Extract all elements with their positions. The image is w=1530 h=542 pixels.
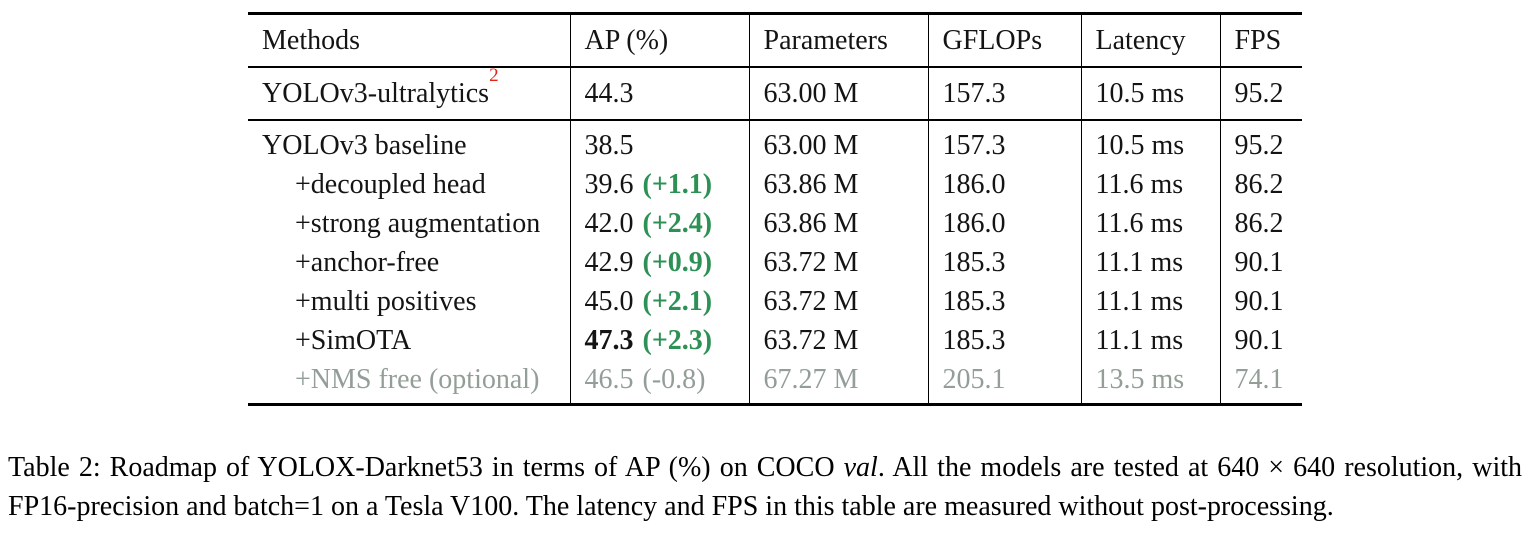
method-label: YOLOv3-ultralytics bbox=[262, 77, 490, 109]
roadmap-table: Methods AP (%) Parameters GFLOPs Latency… bbox=[248, 12, 1302, 406]
fps-cell: 90.1 bbox=[1219, 243, 1302, 282]
ap-value: 46.5 bbox=[584, 363, 634, 395]
ap-delta: (+1.1) bbox=[642, 168, 713, 200]
latency-cell: 11.1 ms bbox=[1080, 321, 1220, 360]
caption-text-1: Table 2: Roadmap of YOLOX-Darknet53 in t… bbox=[8, 452, 844, 483]
col-header-gflops: GFLOPs bbox=[927, 13, 1081, 67]
row-simota: +SimOTA 47.3 (+2.3) 63.72 M 185.3 11.1 ms… bbox=[248, 321, 1302, 360]
col-header-latency: Latency bbox=[1080, 13, 1220, 67]
ap-cell: 42.9 (+0.9) bbox=[569, 243, 749, 282]
col-header-ap: AP (%) bbox=[569, 13, 749, 67]
fps-cell: 95.2 bbox=[1219, 120, 1302, 165]
ap-cell: 46.5 (-0.8) bbox=[569, 360, 749, 405]
method-cell: YOLOv3-ultralytics2 bbox=[248, 64, 570, 120]
row-yolov3-baseline: YOLOv3 baseline 38.5 63.00 M 157.3 10.5 … bbox=[248, 120, 1302, 165]
caption-val-italic: val bbox=[843, 452, 878, 483]
fps-cell: 86.2 bbox=[1219, 204, 1302, 243]
ap-value: 42.9 bbox=[584, 246, 634, 278]
col-header-fps: FPS bbox=[1219, 13, 1302, 67]
latency-cell: 11.6 ms bbox=[1080, 165, 1220, 204]
gflops-cell: 157.3 bbox=[927, 120, 1081, 165]
row-anchor-free: +anchor-free 42.9 (+0.9) 63.72 M 185.3 11… bbox=[248, 243, 1302, 282]
parameters-cell: 63.00 M bbox=[748, 67, 928, 120]
fps-cell: 74.1 bbox=[1219, 360, 1302, 405]
latency-cell: 13.5 ms bbox=[1080, 360, 1220, 405]
ap-delta: (-0.8) bbox=[642, 363, 706, 395]
row-decoupled-head: +decoupled head 39.6 (+1.1) 63.86 M 186.0… bbox=[248, 165, 1302, 204]
row-yolov3-ultralytics: YOLOv3-ultralytics2 44.3 63.00 M 157.3 1… bbox=[248, 64, 1302, 120]
col-header-parameters: Parameters bbox=[748, 13, 928, 67]
method-cell: +NMS free (optional) bbox=[295, 363, 540, 395]
fps-cell: 86.2 bbox=[1219, 165, 1302, 204]
fps-cell: 90.1 bbox=[1219, 282, 1302, 321]
parameters-cell: 63.00 M bbox=[748, 120, 928, 165]
gflops-cell: 185.3 bbox=[927, 282, 1081, 321]
ap-cell: 44.3 bbox=[569, 67, 749, 120]
ap-value: 38.5 bbox=[584, 129, 634, 161]
ap-cell: 42.0 (+2.4) bbox=[569, 204, 749, 243]
ap-delta: (+2.3) bbox=[642, 324, 713, 356]
row-nms-free-optional: +NMS free (optional) 46.5 (-0.8) 67.27 M … bbox=[248, 360, 1302, 405]
gflops-cell: 185.3 bbox=[927, 243, 1081, 282]
ap-cell: 39.6 (+1.1) bbox=[569, 165, 749, 204]
ap-value: 44.3 bbox=[584, 77, 634, 109]
latency-cell: 11.1 ms bbox=[1080, 282, 1220, 321]
parameters-cell: 63.86 M bbox=[748, 204, 928, 243]
ap-delta: (+0.9) bbox=[642, 246, 713, 278]
gflops-cell: 186.0 bbox=[927, 204, 1081, 243]
caption-text-2: . All the models are tested at 640 × 640… bbox=[8, 452, 1523, 522]
parameters-cell: 63.72 M bbox=[748, 321, 928, 360]
method-cell: YOLOv3 baseline bbox=[262, 129, 467, 161]
ap-delta: (+2.1) bbox=[642, 285, 713, 317]
latency-cell: 11.1 ms bbox=[1080, 243, 1220, 282]
method-cell: +SimOTA bbox=[295, 324, 412, 356]
footnote-link[interactable]: 2 bbox=[489, 64, 499, 86]
table-caption: Table 2: Roadmap of YOLOX-Darknet53 in t… bbox=[8, 448, 1522, 526]
table-header-row: Methods AP (%) Parameters GFLOPs Latency… bbox=[248, 13, 1302, 67]
ap-cell: 47.3 (+2.3) bbox=[569, 321, 749, 360]
ap-cell: 45.0 (+2.1) bbox=[569, 282, 749, 321]
gflops-cell: 186.0 bbox=[927, 165, 1081, 204]
parameters-cell: 67.27 M bbox=[748, 360, 928, 405]
ap-value: 47.3 bbox=[584, 324, 634, 356]
method-cell: +anchor-free bbox=[295, 246, 440, 278]
method-cell: +decoupled head bbox=[295, 168, 486, 200]
ap-delta: (+2.4) bbox=[642, 207, 713, 239]
fps-cell: 95.2 bbox=[1219, 67, 1302, 120]
ap-cell: 38.5 bbox=[569, 120, 749, 165]
latency-cell: 11.6 ms bbox=[1080, 204, 1220, 243]
method-cell: +multi positives bbox=[295, 285, 477, 317]
parameters-cell: 63.72 M bbox=[748, 282, 928, 321]
row-strong-augmentation: +strong augmentation 42.0 (+2.4) 63.86 M … bbox=[248, 204, 1302, 243]
gflops-cell: 185.3 bbox=[927, 321, 1081, 360]
parameters-cell: 63.72 M bbox=[748, 243, 928, 282]
ap-value: 45.0 bbox=[584, 285, 634, 317]
row-multi-positives: +multi positives 45.0 (+2.1) 63.72 M 185.… bbox=[248, 282, 1302, 321]
method-cell: +strong augmentation bbox=[295, 207, 541, 239]
fps-cell: 90.1 bbox=[1219, 321, 1302, 360]
results-table: Methods AP (%) Parameters GFLOPs Latency… bbox=[248, 12, 1302, 406]
gflops-cell: 157.3 bbox=[927, 67, 1081, 120]
ap-value: 39.6 bbox=[584, 168, 634, 200]
latency-cell: 10.5 ms bbox=[1080, 120, 1220, 165]
ap-value: 42.0 bbox=[584, 207, 634, 239]
parameters-cell: 63.86 M bbox=[748, 165, 928, 204]
col-header-methods: Methods bbox=[262, 24, 360, 56]
latency-cell: 10.5 ms bbox=[1080, 67, 1220, 120]
gflops-cell: 205.1 bbox=[927, 360, 1081, 405]
